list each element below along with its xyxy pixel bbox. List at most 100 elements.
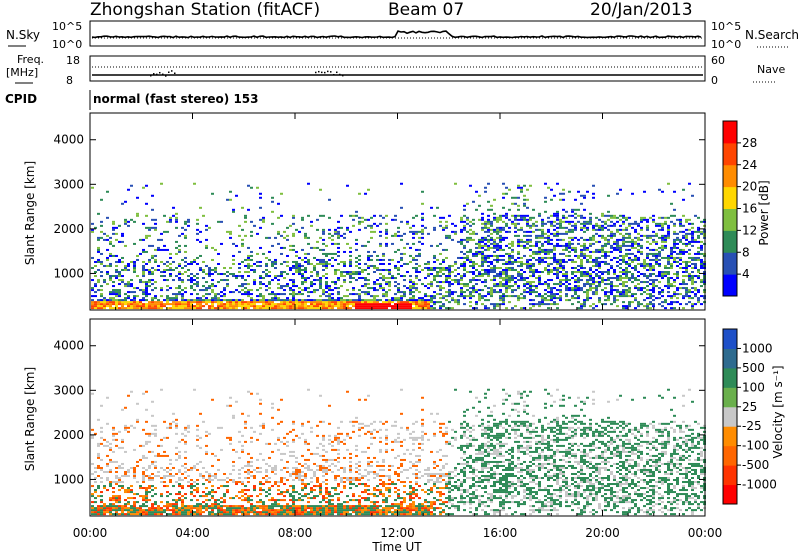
velocity-cell <box>289 472 292 475</box>
power-cell <box>250 234 253 237</box>
power-cell <box>583 301 586 304</box>
velocity-cell <box>97 485 100 488</box>
power-cell <box>571 214 574 217</box>
power-cell <box>481 262 484 265</box>
power-cell <box>604 250 607 253</box>
power-cell <box>112 303 115 306</box>
power-cell <box>484 295 487 298</box>
power-cell <box>94 226 97 229</box>
power-cell <box>493 307 496 310</box>
power-cell <box>682 260 685 263</box>
power-cell <box>307 307 310 310</box>
power-cell <box>208 307 211 310</box>
power-cell <box>211 279 214 282</box>
power-cell <box>652 214 655 217</box>
power-cell <box>637 262 640 265</box>
power-cell <box>547 234 550 237</box>
power-cell <box>538 234 541 237</box>
velocity-cell <box>280 458 283 461</box>
velocity-cell <box>196 507 199 510</box>
power-cell <box>616 295 619 298</box>
power-cell <box>502 254 505 257</box>
power-cell <box>532 281 535 284</box>
velocity-cell <box>181 495 184 498</box>
power-cell <box>292 264 295 267</box>
power-cell <box>346 271 349 274</box>
power-cell <box>403 279 406 282</box>
power-cell <box>499 238 502 241</box>
power-cell <box>394 299 397 302</box>
velocity-cell <box>121 408 124 411</box>
power-cell <box>301 305 304 308</box>
power-cell <box>658 246 661 249</box>
power-cell <box>265 305 268 308</box>
velocity-cell <box>211 511 214 514</box>
velocity-cell <box>142 454 145 457</box>
power-cell <box>181 279 184 282</box>
power-cell <box>550 297 553 300</box>
velocity-cell <box>172 509 175 512</box>
power-cell <box>382 254 385 257</box>
velocity-cell <box>190 468 193 471</box>
power-cell <box>700 285 703 288</box>
power-cell <box>457 266 460 269</box>
power-cell <box>241 277 244 280</box>
power-cell <box>358 220 361 223</box>
velocity-cell <box>283 495 286 498</box>
power-cell <box>385 301 388 304</box>
power-cell <box>583 283 586 286</box>
velocity-cell <box>106 464 109 467</box>
power-cell <box>445 220 448 223</box>
power-cell <box>673 244 676 247</box>
power-cell <box>625 291 628 294</box>
velocity-cell <box>154 503 157 506</box>
power-cell <box>193 283 196 286</box>
power-cell <box>343 260 346 263</box>
power-cell <box>532 262 535 265</box>
velocity-cell <box>205 509 208 512</box>
power-cell <box>307 258 310 261</box>
power-cell <box>301 216 304 219</box>
power-cell <box>259 226 262 229</box>
power-cell <box>250 289 253 292</box>
power-cell <box>415 232 418 235</box>
power-cell <box>220 273 223 276</box>
velocity-cell <box>247 507 250 510</box>
power-cell <box>535 252 538 255</box>
velocity-cell <box>271 503 274 506</box>
power-cell <box>145 307 148 310</box>
power-cell <box>619 279 622 282</box>
power-cell <box>304 281 307 284</box>
power-cell <box>619 254 622 257</box>
power-cell <box>520 188 523 191</box>
power-cell <box>142 293 145 296</box>
power-cell <box>349 246 352 249</box>
power-cell <box>343 236 346 239</box>
velocity-cell <box>121 509 124 512</box>
power-cell <box>622 293 625 296</box>
power-cell <box>412 236 415 239</box>
power-cell <box>211 305 214 308</box>
power-cell <box>259 246 262 249</box>
power-cell <box>361 285 364 288</box>
velocity-cell <box>298 472 301 475</box>
velocity-cell <box>232 479 235 482</box>
power-cell <box>586 254 589 257</box>
power-cell <box>550 271 553 274</box>
velocity-cell <box>205 505 208 508</box>
power-cell <box>448 268 451 272</box>
power-cell <box>514 277 517 280</box>
power-cell <box>124 307 127 310</box>
power-cell <box>370 258 373 261</box>
power-cell <box>322 303 325 306</box>
velocity-cell <box>274 499 277 502</box>
velocity-cell <box>265 470 268 473</box>
velocity-cell <box>166 507 169 510</box>
power-cell <box>454 275 457 278</box>
power-cell <box>280 307 283 310</box>
power-cell <box>277 307 280 310</box>
power-cell <box>148 307 151 310</box>
velocity-cell <box>238 511 241 514</box>
power-cell <box>193 301 196 304</box>
velocity-cell <box>283 513 286 516</box>
